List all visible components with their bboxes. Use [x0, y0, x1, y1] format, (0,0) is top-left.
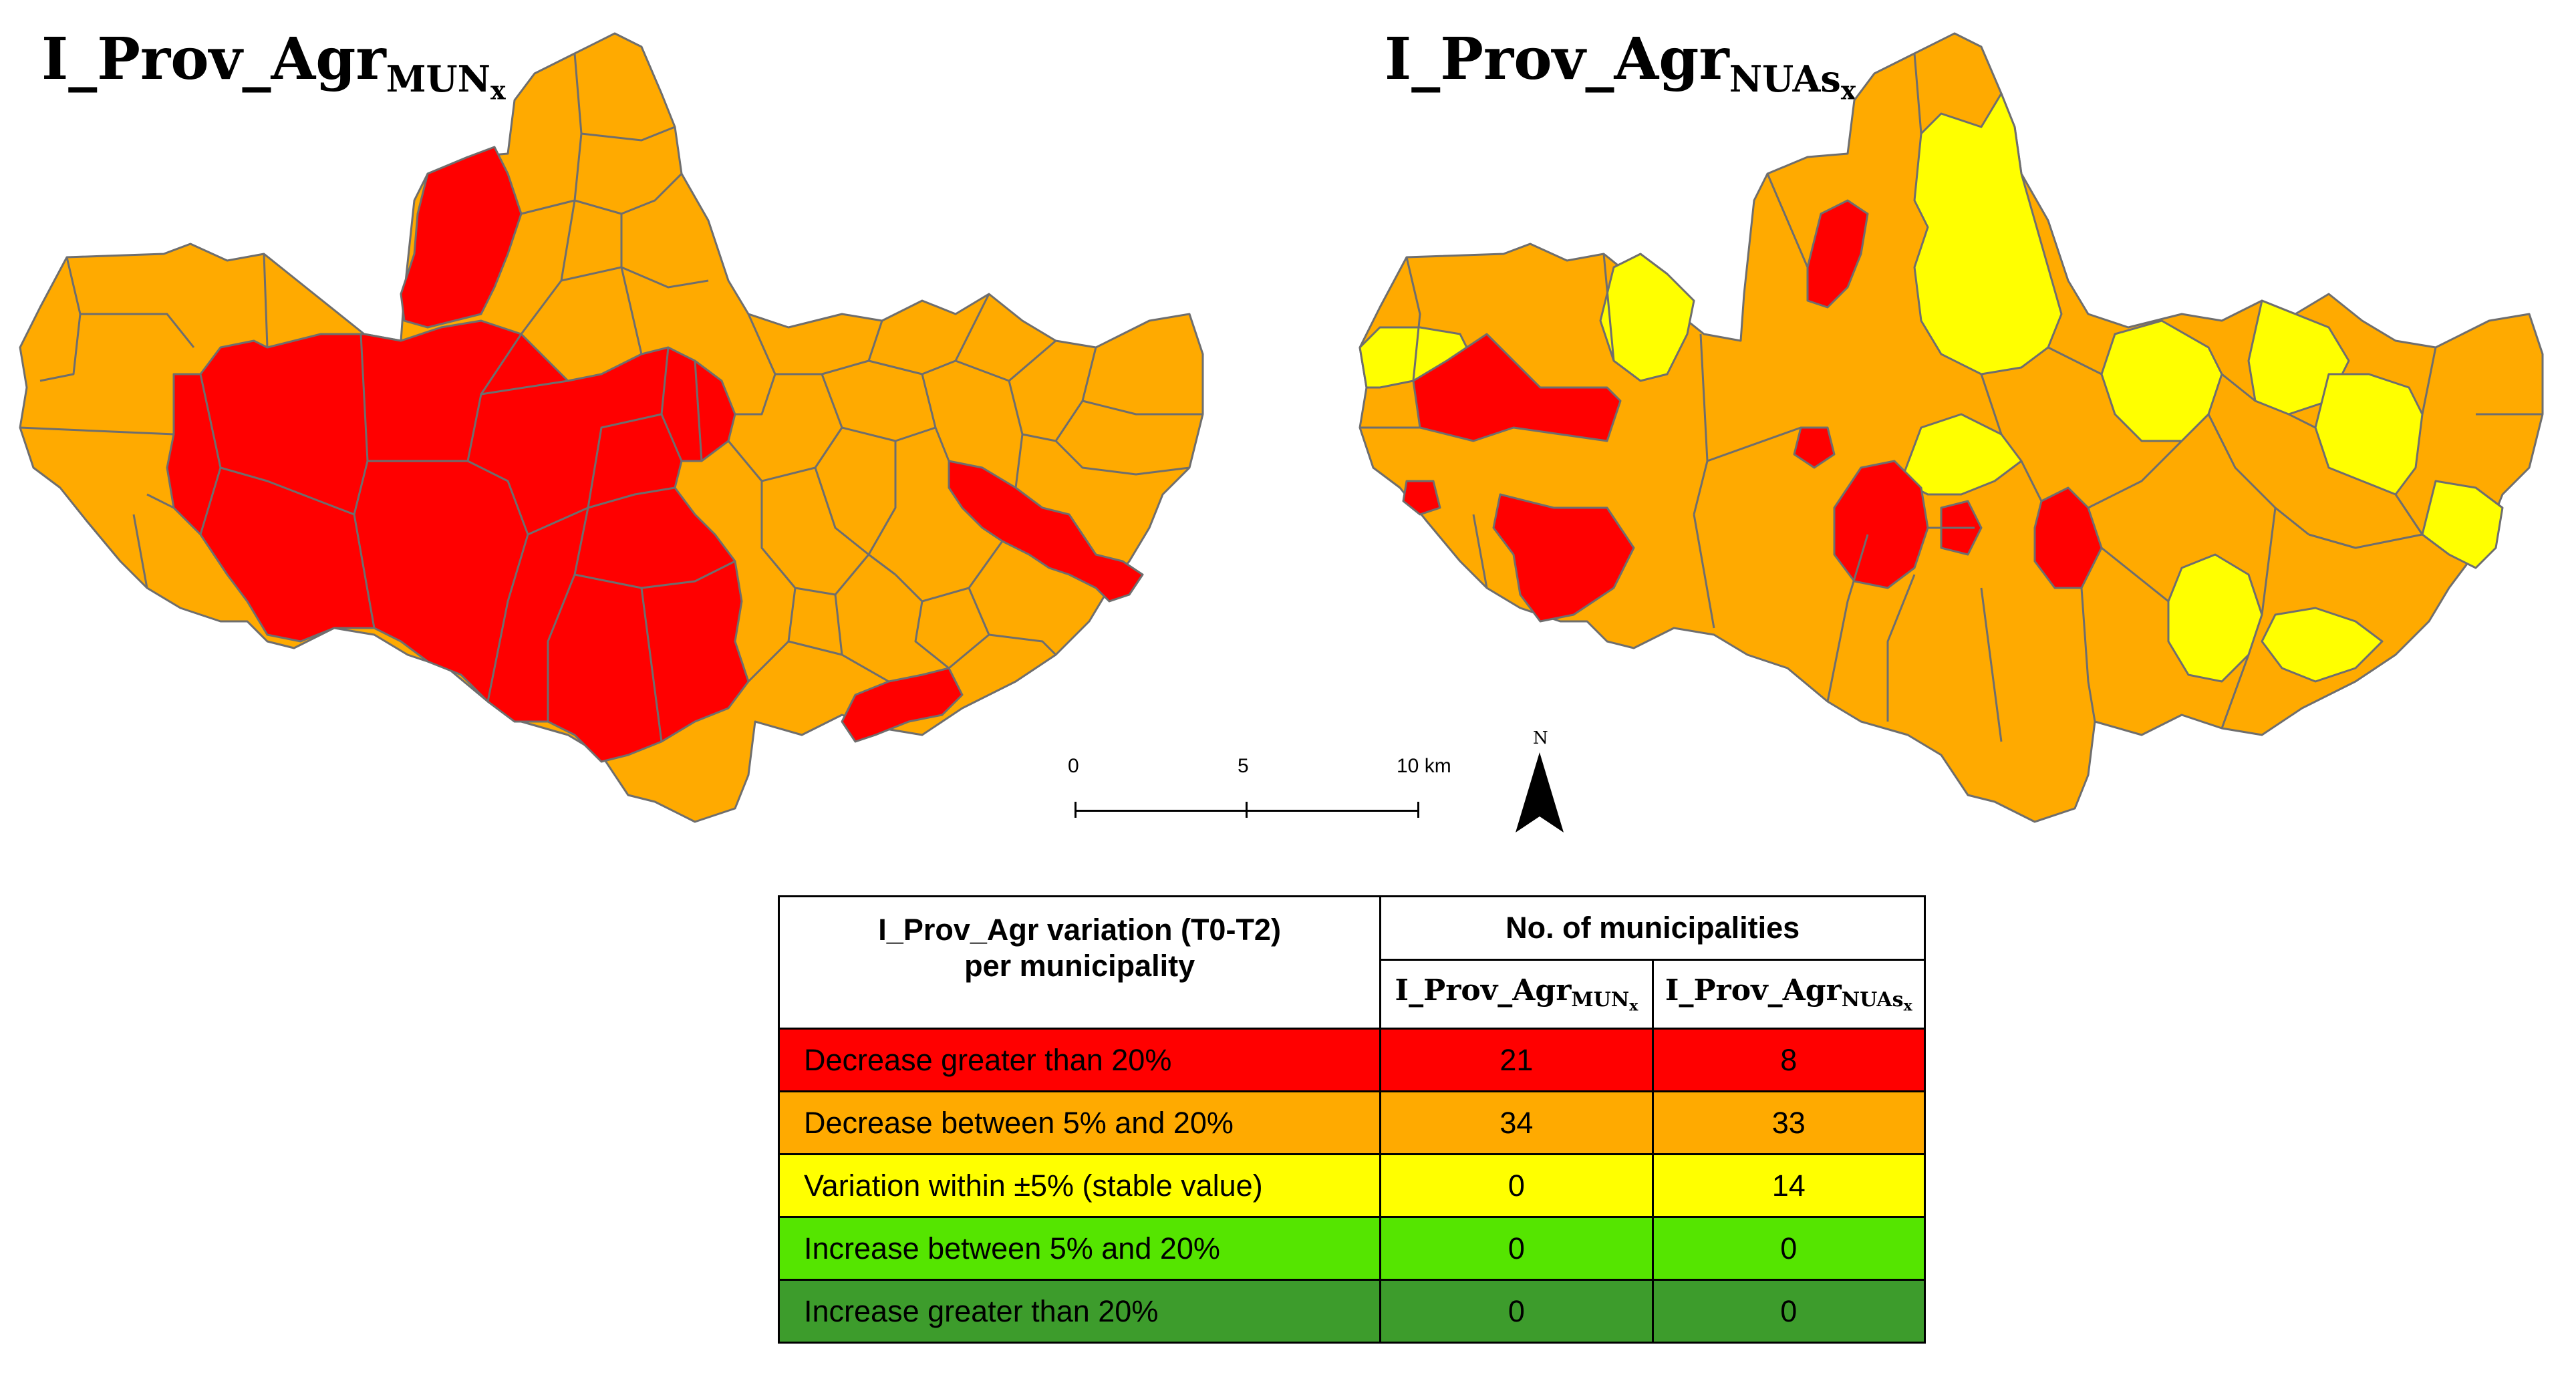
legend-row: Decrease between 5% and 20% 34 33 [777, 1090, 1926, 1155]
legend-row-mun: 34 [1379, 1090, 1654, 1155]
legend-row-label: Variation within ±5% (stable value) [777, 1153, 1382, 1218]
legend-row-nuas: 33 [1651, 1090, 1926, 1155]
legend-row-label: Increase between 5% and 20% [777, 1216, 1382, 1281]
right-map-yellow-northwest [1599, 253, 1695, 382]
right-map-red-west [1412, 333, 1622, 442]
right-map-title: I_Prov_AgrNUAsx [1385, 25, 1856, 106]
scale-tick [1417, 802, 1419, 818]
scale-tick-label-0: 0 [1068, 755, 1079, 777]
left-map-title: I_Prov_AgrMUNx [41, 25, 506, 106]
legend-row-label: Decrease greater than 20% [777, 1028, 1382, 1092]
right-map-yellow-south [2167, 553, 2263, 683]
scale-tick [1075, 802, 1077, 818]
legend-row: Increase greater than 20% 0 0 [777, 1279, 1926, 1344]
left-map-red-north [400, 146, 523, 329]
scale-bar: 0 5 10 km [1056, 755, 1457, 828]
right-map-yellow-north [1913, 92, 2063, 375]
legend-row-nuas: 0 [1651, 1216, 1926, 1281]
right-map-red-center [1833, 460, 1929, 589]
right-map-red-smallwest [1402, 480, 1441, 516]
legend-row: Decrease greater than 20% 21 8 [777, 1028, 1926, 1092]
scale-tick [1246, 802, 1248, 818]
right-map-red-southwest [1492, 493, 1635, 623]
right-map-yellow-farEast [2421, 480, 2504, 569]
right-map-yellow-southeast [2261, 607, 2384, 683]
north-arrow: N [1516, 728, 1569, 835]
left-map-red-east [948, 460, 1144, 603]
legend-row-label: Increase greater than 20% [777, 1279, 1382, 1344]
right-map-red-center2 [1793, 426, 1836, 469]
legend-row-mun: 0 [1379, 1153, 1654, 1218]
legend-row: Increase between 5% and 20% 0 0 [777, 1216, 1926, 1281]
right-map-red-northnarrow [1806, 199, 1869, 309]
north-label: N [1533, 728, 1548, 748]
legend-row-mun: 0 [1379, 1279, 1654, 1344]
right-map-yellow-northeast1 [2100, 319, 2223, 442]
legend-row: Variation within ±5% (stable value) 0 14 [777, 1153, 1926, 1218]
left-map-red-southeast [841, 667, 964, 743]
legend-row-label: Decrease between 5% and 20% [777, 1090, 1382, 1155]
legend-row-nuas: 0 [1651, 1279, 1926, 1344]
legend-row-nuas: 14 [1651, 1153, 1926, 1218]
legend-table: I_Prov_Agr variation (T0-T2) per municip… [777, 895, 1926, 1344]
left-map-red-central [166, 319, 750, 763]
legend-header-nuas: I_Prov_AgrNUAsx [1651, 959, 1926, 1030]
right-map-yellow-east [2314, 373, 2424, 496]
legend-header-mun: I_Prov_AgrMUNx [1379, 959, 1654, 1030]
left-map [19, 32, 1204, 823]
legend-header-count: No. of municipalities [1379, 895, 1926, 961]
right-map [1358, 32, 2544, 823]
legend-row-mun: 0 [1379, 1216, 1654, 1281]
legend-header-variation: I_Prov_Agr variation (T0-T2) per municip… [777, 895, 1382, 1030]
scale-tick-label-10: 10 km [1397, 755, 1451, 777]
legend-row-nuas: 8 [1651, 1028, 1926, 1092]
legend-row-mun: 21 [1379, 1028, 1654, 1092]
scale-tick-label-5: 5 [1238, 755, 1249, 777]
north-arrow-icon [1516, 752, 1564, 832]
